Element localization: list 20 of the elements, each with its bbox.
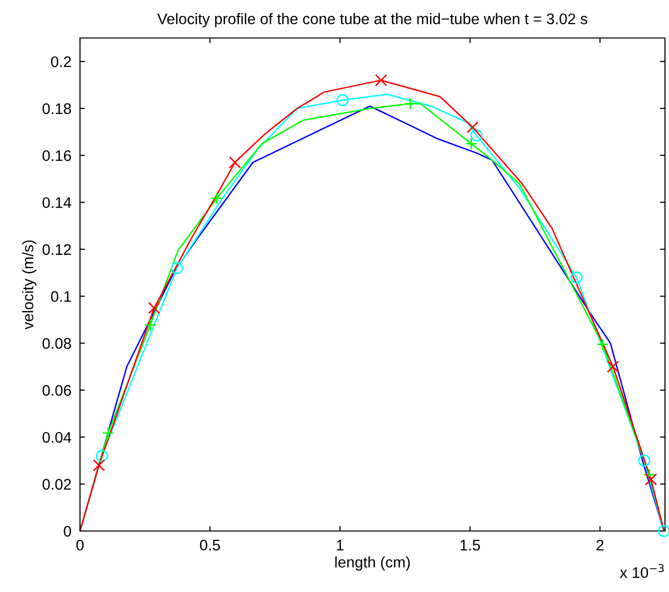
y-tick-label: 0.2 <box>51 56 71 68</box>
x-tick-label: 1.5 <box>460 540 480 551</box>
y-tick-label: 0.04 <box>42 432 72 443</box>
y-tick-label: 0.18 <box>42 103 72 114</box>
text: x 10$^{−3}$ <box>620 564 664 578</box>
y-tick-label: 0.14 <box>42 197 72 208</box>
y-tick-label: 0.16 <box>42 150 71 162</box>
y-tick-label: 0.06 <box>42 385 71 396</box>
y-tick-label: 0.1 <box>51 291 71 302</box>
x-tick-label: 0.5 <box>200 540 220 551</box>
x-tick-label: 2 <box>596 540 604 550</box>
y-tick-label: 0 <box>64 526 72 537</box>
chart-title: Velocity profile of the cone tube at the mid−tube when t = 3.02 s <box>157 13 588 28</box>
y-tick-label: 0.08 <box>42 338 72 349</box>
x-axis-title: length (cm) <box>335 556 410 571</box>
y-tick-label: 0.02 <box>42 478 71 490</box>
y-axis-title: velocity (m/s) <box>22 240 36 330</box>
x-tick-label: 0 <box>76 540 84 551</box>
y-tick-label: 0.12 <box>42 244 71 255</box>
x-tick-label: 1 <box>336 540 344 550</box>
